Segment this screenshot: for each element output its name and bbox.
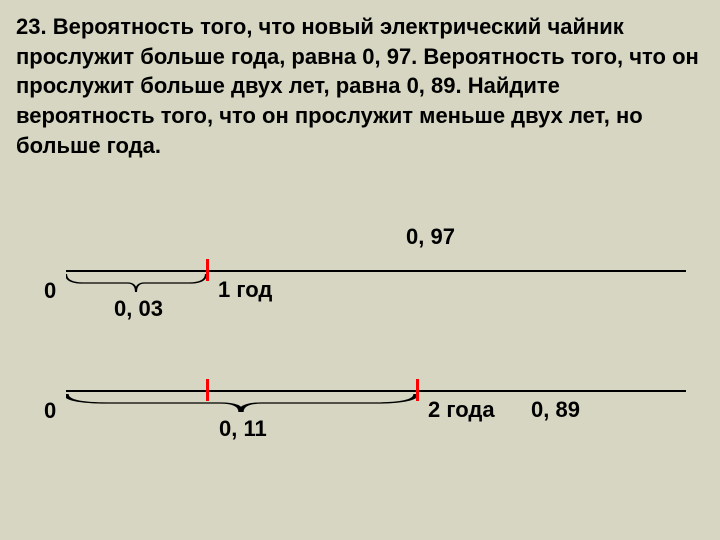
tick-1-year: [206, 259, 209, 281]
number-line-1: 0, 97 0 1 год 0, 03: [16, 230, 704, 330]
tick-2b: [416, 379, 419, 401]
axis-2: [66, 390, 686, 392]
zero-label-2: 0: [44, 398, 56, 424]
two-year-label: 2 года: [428, 397, 495, 423]
zero-label-1: 0: [44, 278, 56, 304]
problem-statement: 23. Вероятность того, что новый электрич…: [16, 12, 704, 160]
number-line-2: 0 2 года 0, 89 0, 11: [16, 350, 704, 450]
right-prob-label: 0, 89: [531, 397, 580, 423]
brace-2: [66, 394, 416, 412]
brace-1-label: 0, 03: [114, 296, 163, 322]
brace-2-label: 0, 11: [219, 416, 267, 442]
diagram-area: 0, 97 0 1 год 0, 03 0 2 года 0, 89 0, 11: [16, 230, 704, 490]
brace-1: [66, 274, 206, 292]
top-prob-label: 0, 97: [406, 224, 455, 250]
one-year-label: 1 год: [218, 277, 272, 303]
axis-1: [66, 270, 686, 272]
